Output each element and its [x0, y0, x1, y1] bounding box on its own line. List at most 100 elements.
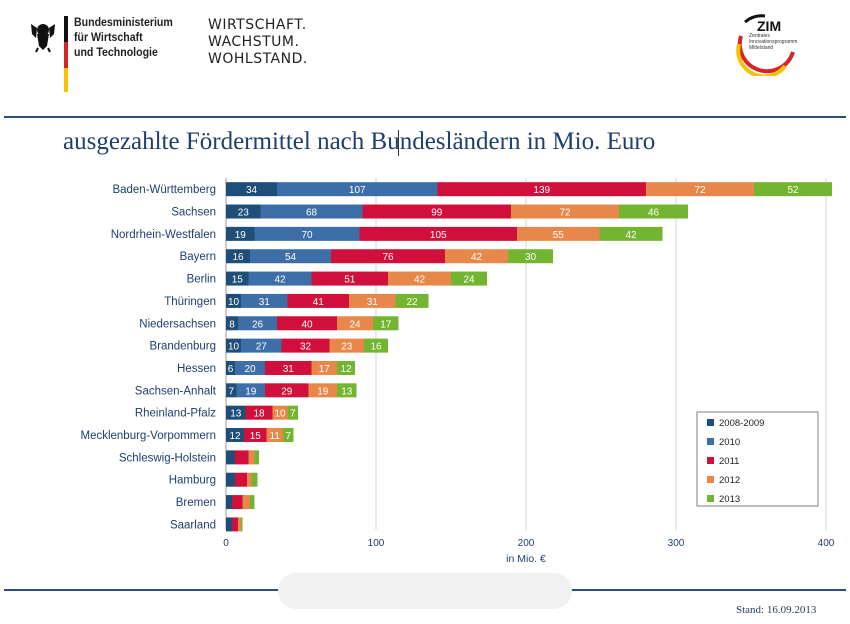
data-label: 15 [232, 275, 244, 286]
bar-segment [241, 517, 243, 532]
legend-box [696, 411, 819, 507]
bar-segment [451, 271, 487, 286]
bar-segment [226, 405, 246, 420]
data-label: 52 [787, 185, 799, 196]
data-label: 7 [285, 431, 291, 442]
bar-segment [266, 428, 283, 443]
bar-segment [226, 517, 232, 532]
x-axis-title: in Mio. € [506, 553, 546, 565]
data-label: 19 [245, 386, 257, 397]
bar-segment [511, 204, 619, 219]
bar-segment [364, 338, 388, 353]
bar-segment [437, 182, 646, 197]
bar-segment [277, 316, 337, 331]
slideshow-toolbar[interactable] [278, 573, 572, 609]
bar-segment [281, 338, 330, 353]
bar-segment [226, 338, 241, 353]
data-label: 20 [244, 364, 256, 375]
data-label: 30 [525, 252, 537, 263]
header: Bundesministerium für Wirtschaft und Tec… [0, 0, 850, 118]
bar-segment [238, 517, 241, 532]
legend-swatch [707, 457, 714, 464]
x-tick-label: 100 [368, 538, 385, 549]
category-label: Hamburg [169, 475, 216, 487]
data-label: 31 [367, 297, 379, 308]
category-label: Mecklenburg-Vorpommern [80, 430, 216, 442]
category-label: Hessen [177, 363, 216, 375]
bar-segment [242, 495, 250, 510]
data-label: 17 [319, 364, 331, 375]
bar-segment [226, 271, 249, 286]
legend-entry: 2008-2009 [719, 418, 764, 429]
bar-segment [235, 472, 247, 487]
bar-segment [226, 383, 237, 398]
bar-segment [265, 360, 312, 375]
bar-segment [232, 495, 243, 510]
bar-segment [508, 249, 553, 264]
bar-segment [308, 383, 337, 398]
data-label: 17 [380, 319, 392, 330]
data-label: 18 [253, 409, 265, 420]
bar-segment [388, 271, 451, 286]
bar-segment [329, 338, 364, 353]
bar-segment [226, 450, 235, 465]
bar-segment [226, 204, 261, 219]
slide-title: ausgezahlte Fördermittel nach Bundesländ… [63, 128, 656, 155]
data-label: 42 [625, 230, 637, 241]
legend-entry: 2010 [719, 437, 740, 448]
bar-segment [226, 293, 241, 308]
data-label: 10 [228, 342, 240, 353]
bar-segment [277, 182, 438, 197]
federal-eagle-icon [31, 24, 55, 53]
data-label: 99 [431, 208, 443, 219]
data-label: 19 [235, 230, 247, 241]
zim-logo: ZIM Zentrales Innovationsprogramm Mittel… [736, 14, 797, 76]
data-label: 12 [229, 431, 241, 442]
legend-swatch [707, 438, 714, 445]
legend-swatch [707, 495, 714, 502]
bar-segment [646, 182, 754, 197]
bar-segment [236, 383, 265, 398]
data-label: 11 [270, 431, 281, 442]
data-label: 13 [341, 386, 353, 397]
bar-segment [250, 495, 255, 510]
bar-segment [283, 428, 294, 443]
bar-segment [517, 226, 600, 241]
bar-segment [395, 293, 429, 308]
bar-segment [272, 405, 288, 420]
stand-date: Stand: 16.09.2013 [736, 604, 817, 616]
category-label: Berlin [187, 274, 216, 286]
bar-segment [311, 271, 388, 286]
x-tick-label: 300 [668, 538, 685, 549]
data-label: 54 [285, 252, 297, 263]
bar-segment [359, 226, 517, 241]
data-label: 10 [228, 297, 240, 308]
x-tick-label: 0 [223, 538, 229, 549]
x-tick-label: 400 [818, 538, 835, 549]
motto: WIRTSCHAFT. WACHSTUM. WOHLSTAND. [208, 17, 308, 67]
category-label: Baden-Württemberg [112, 184, 216, 196]
bar-segment [226, 472, 235, 487]
bar-segment [241, 338, 282, 353]
category-label: Schleswig-Holstein [119, 452, 216, 464]
bar-segment [244, 428, 267, 443]
category-label: Sachsen [171, 207, 216, 219]
data-label: 72 [694, 185, 706, 196]
bar-segment [241, 293, 288, 308]
bar-segment [226, 428, 244, 443]
data-label: 22 [406, 297, 418, 308]
bar-segment [599, 226, 663, 241]
bar-segment [337, 383, 357, 398]
bar-segment [245, 405, 273, 420]
data-label: 10 [274, 409, 286, 420]
data-label: 12 [340, 364, 352, 375]
data-label: 105 [430, 230, 447, 241]
bar-segment [248, 271, 312, 286]
data-label: 41 [313, 297, 325, 308]
bar-segment [247, 472, 252, 487]
text-cursor [398, 130, 399, 156]
data-label: 139 [533, 185, 550, 196]
category-label: Thüringen [164, 296, 216, 308]
data-label: 72 [559, 208, 571, 219]
bar-segment [373, 316, 399, 331]
